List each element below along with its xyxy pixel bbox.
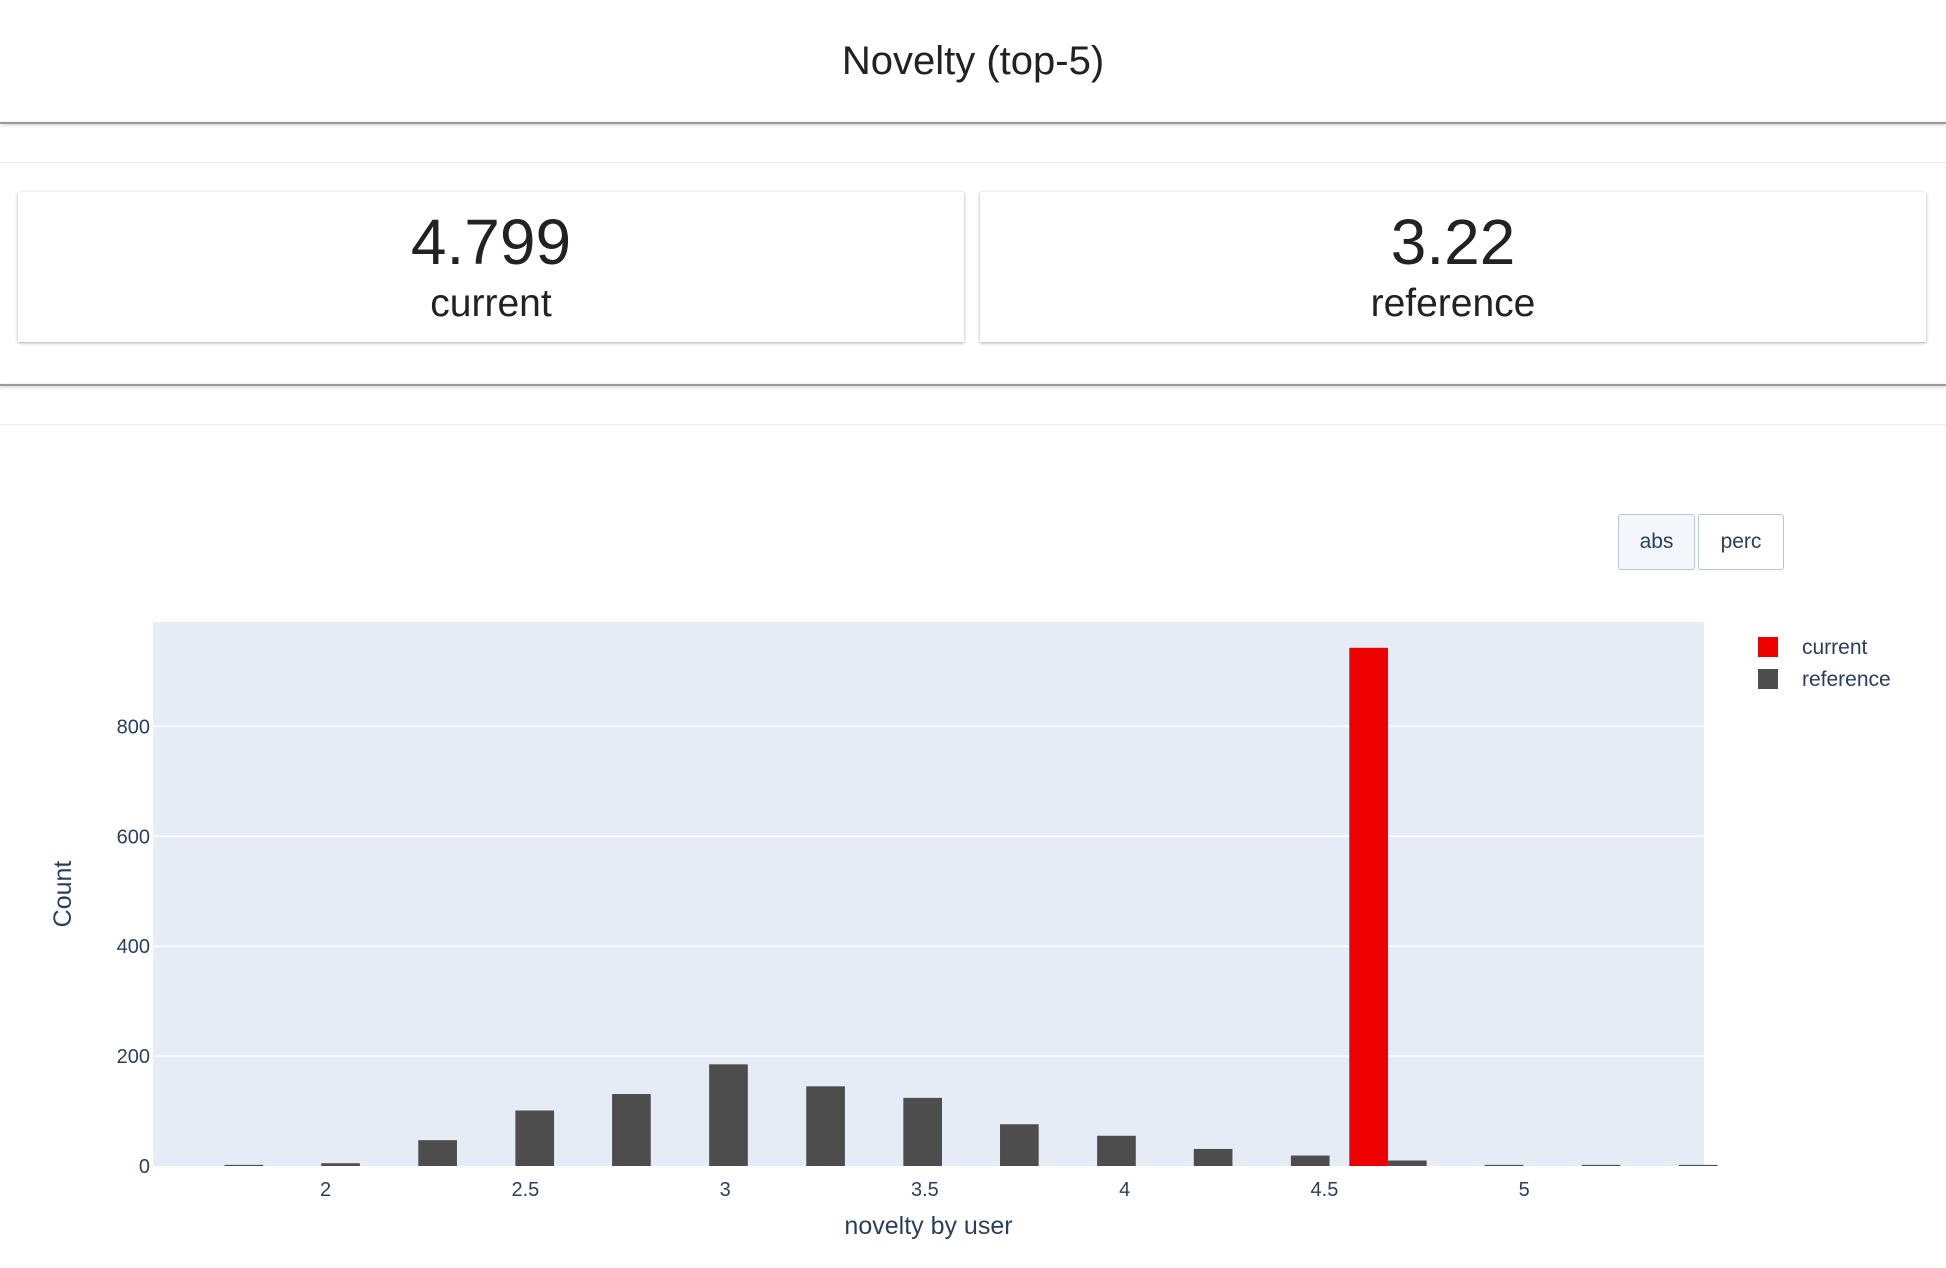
legend-swatch-current xyxy=(1758,637,1778,657)
reference-bar xyxy=(709,1064,748,1166)
reference-bar xyxy=(1484,1164,1524,1166)
legend-label-current: current xyxy=(1802,636,1868,659)
reference-bar xyxy=(515,1110,555,1166)
current-value: 4.799 xyxy=(410,206,572,278)
y-axis-label: Count xyxy=(49,861,77,928)
reference-bar xyxy=(1581,1164,1621,1166)
reference-bar xyxy=(224,1164,264,1166)
y-tick-label: 400 xyxy=(117,936,150,958)
x-tick-label: 3 xyxy=(720,1179,731,1201)
x-axis-ticks: 2 2.5 3 3.5 4 4.5 5 xyxy=(320,1179,1530,1201)
y-tick-label: 200 xyxy=(117,1046,150,1068)
gridlines xyxy=(153,725,1704,1057)
current-label: current xyxy=(430,281,552,325)
reference-bar xyxy=(1290,1155,1330,1166)
x-tick-label: 2 xyxy=(320,1179,331,1201)
bars xyxy=(224,647,1718,1166)
x-tick-label: 4.5 xyxy=(1311,1179,1339,1201)
x-tick-label: 4 xyxy=(1119,1179,1130,1201)
reference-bar xyxy=(1000,1124,1039,1166)
x-tick-label: 5 xyxy=(1519,1179,1530,1201)
page-title: Novelty (top-5) xyxy=(841,38,1105,83)
divider xyxy=(0,122,1946,124)
current-counter-card: 4.799 current xyxy=(18,192,964,342)
y-axis-ticks: 0 200 400 600 800 xyxy=(117,716,150,1178)
y-tick-label: 0 xyxy=(139,1156,150,1178)
y-tick-label: 800 xyxy=(117,716,150,738)
reference-value: 3.22 xyxy=(1390,206,1516,278)
reference-bar xyxy=(1193,1148,1233,1166)
plot-area xyxy=(153,622,1704,1166)
reference-bar xyxy=(1097,1135,1136,1166)
reference-bar xyxy=(1678,1164,1718,1166)
reference-counter-card: 3.22 reference xyxy=(980,192,1926,342)
legend: current reference xyxy=(1758,636,1891,691)
legend-label-reference: reference xyxy=(1802,668,1891,691)
abs-button[interactable]: abs xyxy=(1618,514,1695,570)
divider xyxy=(0,384,1946,386)
perc-button[interactable]: perc xyxy=(1698,514,1784,570)
reference-bar xyxy=(612,1094,651,1166)
reference-label: reference xyxy=(1370,281,1536,325)
reference-bar xyxy=(1387,1160,1427,1166)
divider xyxy=(0,162,1946,163)
reference-bar xyxy=(321,1163,360,1166)
reference-bar xyxy=(418,1140,457,1166)
x-tick-label: 2.5 xyxy=(511,1179,539,1201)
x-axis-label: novelty by user xyxy=(844,1212,1012,1240)
legend-swatch-reference xyxy=(1758,669,1778,689)
reference-bar xyxy=(903,1097,943,1166)
reference-bar xyxy=(806,1086,845,1166)
x-tick-label: 3.5 xyxy=(911,1179,939,1201)
y-tick-label: 600 xyxy=(117,826,150,848)
divider xyxy=(0,424,1946,425)
current-bar xyxy=(1349,647,1388,1166)
